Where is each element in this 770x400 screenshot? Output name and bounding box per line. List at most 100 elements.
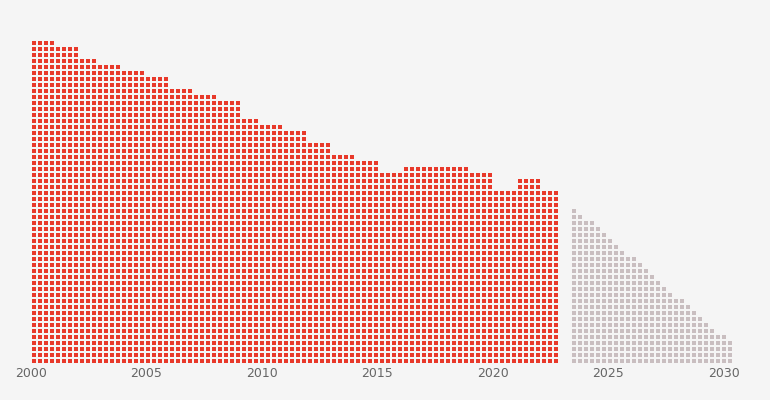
Point [94,118,106,124]
Point [130,184,142,190]
Point [508,250,521,256]
Point [538,238,551,244]
Point [190,346,203,352]
Point [106,196,119,202]
Point [94,154,106,160]
Point [106,244,119,250]
Point [634,352,646,358]
Point [70,88,82,94]
Point [220,304,233,310]
Point [616,346,628,352]
Point [460,202,473,208]
Point [82,250,95,256]
Point [298,316,310,322]
Point [124,328,136,334]
Point [382,352,394,358]
Point [238,190,250,196]
Point [112,100,125,106]
Point [388,268,400,274]
Point [310,220,323,226]
Point [28,82,40,88]
Point [214,184,226,190]
Point [112,340,125,346]
Point [424,286,437,292]
Point [214,352,226,358]
Point [496,334,508,340]
Point [34,346,46,352]
Point [76,238,89,244]
Point [142,322,155,328]
Point [484,238,497,244]
Point [616,316,628,322]
Point [340,154,353,160]
Point [166,118,179,124]
Point [418,286,430,292]
Point [262,226,274,232]
Point [652,304,665,310]
Point [94,346,106,352]
Point [76,142,89,148]
Point [46,214,59,220]
Point [454,244,467,250]
Point [166,142,179,148]
Point [616,328,628,334]
Point [394,274,407,280]
Point [334,340,346,346]
Point [196,118,209,124]
Point [142,358,155,364]
Point [634,268,646,274]
Point [238,166,250,172]
Point [250,352,263,358]
Point [520,292,532,298]
Point [118,310,130,316]
Point [220,112,233,118]
Point [340,256,353,262]
Point [52,358,65,364]
Point [472,214,484,220]
Point [304,322,316,328]
Point [466,172,478,178]
Point [220,262,233,268]
Point [340,298,353,304]
Point [52,118,65,124]
Point [196,220,209,226]
Point [514,244,527,250]
Point [166,202,179,208]
Point [34,340,46,346]
Point [448,286,460,292]
Point [670,358,682,364]
Point [34,40,46,46]
Point [172,142,184,148]
Point [358,232,370,238]
Point [610,322,622,328]
Point [448,316,460,322]
Point [586,334,598,340]
Point [592,280,604,286]
Point [406,334,418,340]
Point [568,214,581,220]
Point [124,130,136,136]
Point [604,298,617,304]
Point [298,256,310,262]
Point [148,190,160,196]
Point [46,118,59,124]
Point [406,322,418,328]
Point [262,274,274,280]
Point [478,286,490,292]
Point [208,346,220,352]
Point [220,238,233,244]
Point [508,190,521,196]
Point [568,208,581,214]
Point [478,328,490,334]
Point [280,214,293,220]
Point [220,316,233,322]
Point [268,292,280,298]
Point [394,298,407,304]
Point [460,232,473,238]
Point [70,340,82,346]
Point [454,172,467,178]
Point [196,352,209,358]
Point [340,286,353,292]
Point [340,280,353,286]
Point [148,298,160,304]
